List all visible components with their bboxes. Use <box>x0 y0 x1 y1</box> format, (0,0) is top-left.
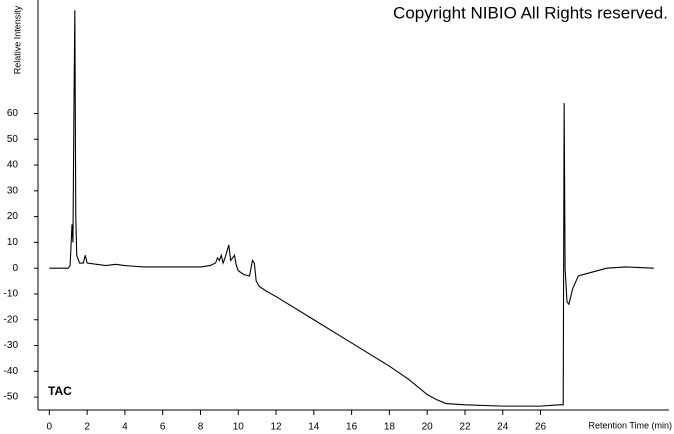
x-tick-label: 0 <box>47 422 53 433</box>
x-tick-label: 2 <box>84 422 90 433</box>
y-tick-label: 20 <box>7 211 19 222</box>
x-tick-label: 20 <box>422 422 434 433</box>
y-tick-label: 50 <box>7 134 19 145</box>
y-tick-label: 40 <box>7 160 19 171</box>
trace-label: TAC <box>48 384 72 398</box>
x-tick-label: 26 <box>535 422 547 433</box>
x-tick-label: 14 <box>308 422 320 433</box>
trace <box>49 10 654 407</box>
x-tick-label: 18 <box>384 422 396 433</box>
x-tick-label: 6 <box>160 422 166 433</box>
x-tick-label: 4 <box>122 422 128 433</box>
y-tick-label: 0 <box>12 263 18 274</box>
y-tick-label: -40 <box>4 366 19 377</box>
y-tick-label: -20 <box>4 314 19 325</box>
y-tick-label: -50 <box>4 392 19 403</box>
x-tick-label: 22 <box>459 422 471 433</box>
y-tick-label: 30 <box>7 185 19 196</box>
x-tick-label: 24 <box>497 422 509 433</box>
copyright: Copyright NIBIO All Rights reserved. <box>393 3 668 22</box>
y-tick-label: 60 <box>7 108 19 119</box>
y-tick-label: -10 <box>4 289 19 300</box>
y-tick-label: 10 <box>7 237 19 248</box>
x-tick-label: 8 <box>198 422 204 433</box>
y-axis-label: Relative Intensity <box>12 5 22 74</box>
x-tick-label: 16 <box>346 422 358 433</box>
x-tick-label: 12 <box>270 422 282 433</box>
y-tick-label: -30 <box>4 340 19 351</box>
x-axis-label: Retention Time (min) <box>588 420 672 430</box>
x-tick-label: 10 <box>233 422 245 433</box>
